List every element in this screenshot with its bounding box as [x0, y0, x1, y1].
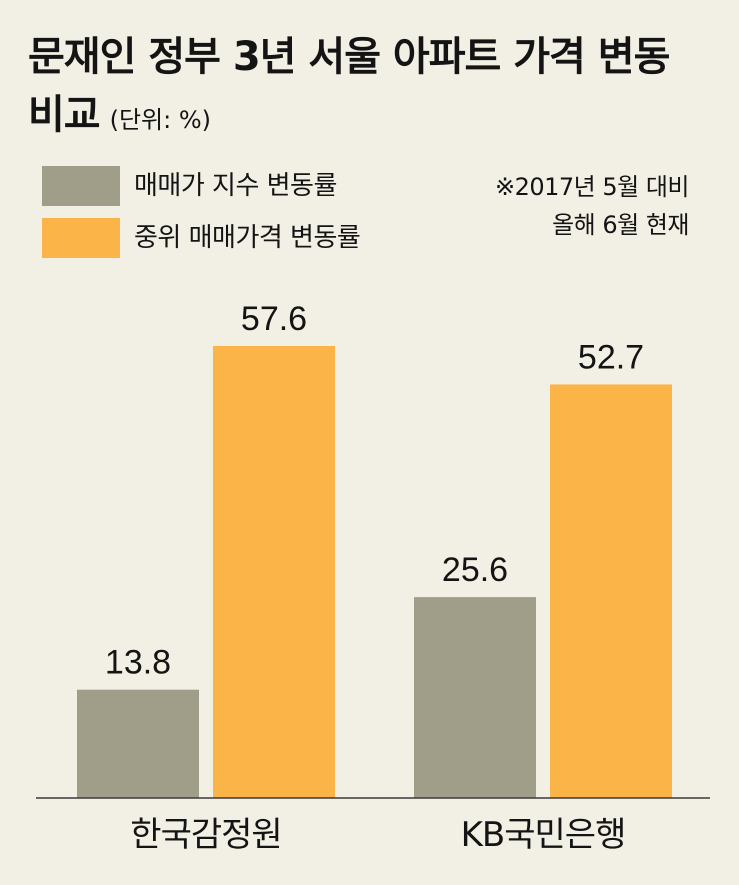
bar-median-change-1	[550, 384, 672, 798]
footnote: ※2017년 5월 대비 올해 6월 현재	[449, 168, 690, 244]
legend-swatch-index-change	[42, 166, 120, 206]
title-text: 문재인 정부 3년 서울 아파트 가격 변동 비교	[28, 34, 670, 138]
unit-label: (단위: %)	[109, 106, 212, 134]
footnote-line-2: 올해 6월 현재	[552, 211, 689, 239]
data-label-index-change-0: 13.8	[105, 644, 171, 682]
data-label-index-change-1: 25.6	[442, 551, 508, 589]
bar-index-change-1	[414, 597, 536, 798]
data-label-median-change-1: 52.7	[578, 338, 644, 376]
chart-title: 문재인 정부 3년 서울 아파트 가격 변동 비교 (단위: %)	[28, 28, 718, 149]
category-label-1: KB국민은행	[461, 815, 626, 855]
category-label-0: 한국감정원	[130, 815, 281, 855]
bar-index-change-0	[77, 689, 199, 798]
bar-median-change-0	[213, 346, 335, 798]
legend-swatch-median-change	[42, 218, 120, 258]
legend-label-median-change: 중위 매매가격 변동률	[134, 223, 361, 253]
footnote-line-1: ※2017년 5월 대비	[494, 173, 690, 201]
data-label-median-change-0: 57.6	[241, 300, 307, 338]
legend-label-index-change: 매매가 지수 변동률	[134, 171, 337, 201]
